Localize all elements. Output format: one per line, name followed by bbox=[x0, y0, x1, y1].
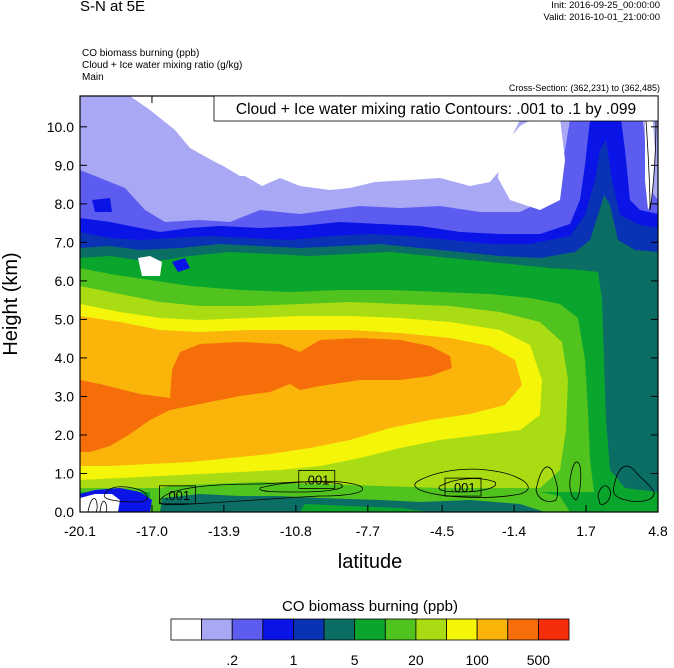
y-tick-label: 8.0 bbox=[55, 196, 75, 212]
y-tick-label: 4.0 bbox=[55, 350, 75, 366]
y-tick-label: 3.0 bbox=[55, 388, 75, 404]
contour-label-layer: .001 .001 .001 bbox=[159, 470, 482, 505]
field-description-cloud: Cloud + Ice water mixing ratio (g/kg) bbox=[82, 60, 243, 71]
x-tick-label: -4.5 bbox=[430, 523, 454, 539]
colorbar-label: 1 bbox=[290, 652, 298, 668]
field-description-main: Main bbox=[82, 72, 104, 83]
contour-label-box bbox=[159, 485, 196, 505]
colorbar-swatch bbox=[507, 618, 539, 641]
init-time: Init: 2016-09-25_00:00:00 bbox=[551, 0, 660, 11]
colorbar-swatch bbox=[170, 618, 203, 641]
y-tick-label: 6.0 bbox=[55, 273, 75, 289]
contour-label-box bbox=[298, 470, 336, 489]
contour-label: .001 bbox=[165, 488, 190, 503]
x-tick-label: -1.4 bbox=[502, 523, 526, 539]
x-axis-label: latitude bbox=[338, 551, 403, 573]
y-tick-label: 0.0 bbox=[55, 504, 75, 520]
contour-label-box bbox=[444, 477, 482, 497]
colorbar-label: 100 bbox=[465, 652, 489, 668]
colorbar-swatch bbox=[231, 618, 264, 641]
plot-title: S-N at 5E bbox=[80, 0, 146, 15]
valid-time: Valid: 2016-10-01_21:00:00 bbox=[543, 12, 660, 23]
y-tick-label: 2.0 bbox=[55, 427, 75, 443]
cross-section-label: Cross-Section: (362,231) to (362,485) bbox=[508, 83, 660, 93]
y-tick-label: 5.0 bbox=[55, 311, 75, 327]
x-axis-ticks: -20.1 -17.0 -13.9 -10.8 -7.7 -4.5 -1.4 1.7 4.8 bbox=[64, 96, 668, 539]
contour-label: .001 bbox=[450, 480, 475, 495]
colorbar-swatch bbox=[384, 618, 417, 641]
x-tick-label: -10.8 bbox=[280, 523, 312, 539]
contour-info-text: Cloud + Ice water mixing ratio Contours:… bbox=[236, 101, 636, 118]
colorbar-swatch bbox=[537, 618, 570, 641]
colorbar-swatch bbox=[323, 618, 356, 641]
colorbar-swatch bbox=[201, 618, 233, 641]
colorbar-label: 5 bbox=[351, 652, 359, 668]
colorbar-label: .2 bbox=[226, 652, 238, 668]
x-tick-label: -17.0 bbox=[136, 523, 168, 539]
colorbar-swatch bbox=[415, 618, 447, 641]
colorbar-swatch bbox=[354, 618, 386, 641]
x-tick-label: -20.1 bbox=[64, 523, 96, 539]
y-tick-label: 1.0 bbox=[55, 465, 75, 481]
x-tick-label: 4.8 bbox=[648, 523, 668, 539]
colorbar-label: 500 bbox=[527, 652, 551, 668]
colorbar-swatch bbox=[262, 618, 294, 641]
contour-label: .001 bbox=[304, 472, 329, 487]
co-field bbox=[80, 96, 658, 512]
contour-info-box bbox=[213, 95, 659, 122]
colorbar-swatch bbox=[293, 618, 325, 641]
colorbar-title: CO biomass burning (ppb) bbox=[282, 598, 458, 615]
colorbar-swatch bbox=[446, 618, 478, 641]
colorbar-swatch bbox=[476, 618, 509, 641]
colorbar-label: 20 bbox=[408, 652, 424, 668]
y-tick-label: 7.0 bbox=[55, 234, 75, 250]
colorbar: .2 1 5 20 100 500 bbox=[170, 618, 570, 668]
x-tick-label: -7.7 bbox=[356, 523, 380, 539]
y-tick-label: 9.0 bbox=[55, 157, 75, 173]
y-axis-ticks: 0.0 1.0 2.0 3.0 4.0 5.0 6.0 7.0 8.0 9.0 10.0 bbox=[47, 119, 658, 520]
x-tick-label: -13.9 bbox=[208, 523, 240, 539]
y-tick-label: 10.0 bbox=[47, 119, 74, 135]
y-axis-label: Height (km) bbox=[0, 252, 22, 355]
x-tick-label: 1.7 bbox=[576, 523, 596, 539]
field-description-co: CO biomass burning (ppb) bbox=[82, 48, 200, 59]
